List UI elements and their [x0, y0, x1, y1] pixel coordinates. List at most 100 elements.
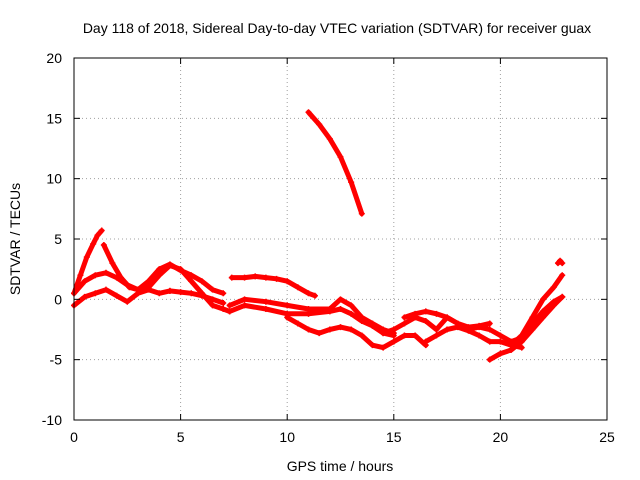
data-point: [113, 274, 120, 281]
data-point: [102, 286, 109, 293]
data-point: [401, 314, 408, 321]
data-point: [412, 332, 419, 339]
data-point: [92, 272, 99, 279]
data-point: [305, 310, 312, 317]
data-point: [316, 121, 323, 128]
y-tick-label: 20: [46, 50, 62, 66]
y-tick-label: -10: [42, 412, 62, 428]
series-arc-1: [71, 227, 105, 297]
data-point: [444, 314, 451, 321]
y-axis-label: SDTVAR / TECUs: [7, 183, 23, 295]
data-point: [90, 240, 97, 247]
data-point: [433, 332, 440, 339]
data-point: [92, 290, 99, 297]
data-point: [188, 278, 195, 285]
data-point: [380, 344, 387, 351]
data-point: [348, 302, 355, 309]
series-arc-15: [508, 272, 566, 349]
series-trace: [423, 324, 525, 351]
x-tick-label: 0: [70, 429, 78, 445]
data-point: [476, 322, 483, 329]
x-tick-label: 5: [177, 429, 185, 445]
data-point: [348, 310, 355, 317]
data-point: [326, 135, 333, 142]
data-point: [156, 266, 163, 273]
data-point: [465, 327, 472, 334]
data-point: [433, 310, 440, 317]
data-point: [337, 324, 344, 331]
x-tick-label: 20: [493, 429, 509, 445]
data-point: [177, 266, 184, 273]
y-tick-label: 15: [46, 110, 62, 126]
data-point: [476, 332, 483, 339]
data-point: [241, 296, 248, 303]
data-point: [156, 290, 163, 297]
data-point: [226, 308, 233, 315]
data-point: [311, 292, 318, 299]
data-point: [422, 338, 429, 345]
data-point: [422, 318, 429, 325]
data-point: [209, 302, 216, 309]
data-point: [348, 326, 355, 333]
plot-frame: [73, 57, 608, 421]
series-arc-6: [228, 273, 318, 299]
series-arc-12: [401, 308, 493, 331]
data-point: [486, 326, 493, 333]
series-trace: [306, 109, 365, 217]
data-point: [262, 274, 269, 281]
data-point: [433, 326, 440, 333]
data-point: [220, 299, 227, 306]
data-point: [337, 296, 344, 303]
data-point: [77, 272, 84, 279]
data-point: [559, 260, 566, 267]
data-point: [550, 298, 557, 305]
data-point: [294, 320, 301, 327]
data-point: [226, 302, 233, 309]
data-point: [337, 153, 344, 160]
x-axis-label: GPS time / hours: [287, 458, 394, 474]
y-tick-label: 0: [54, 291, 62, 307]
data-point: [198, 292, 205, 299]
data-point: [166, 287, 173, 294]
data-point: [550, 284, 557, 291]
series-trace: [227, 302, 397, 338]
chart-title: Day 118 of 2018, Sidereal Day-to-day VTE…: [83, 20, 591, 36]
data-point: [369, 322, 376, 329]
data-point: [380, 330, 387, 337]
x-tick-label: 10: [279, 429, 295, 445]
data-point: [102, 269, 109, 276]
data-point: [337, 305, 344, 312]
data-point: [540, 296, 547, 303]
data-point: [486, 320, 493, 327]
data-point: [228, 274, 235, 281]
data-point: [529, 320, 536, 327]
data-point: [412, 310, 419, 317]
data-point: [98, 227, 105, 234]
data-point: [81, 293, 88, 300]
data-point: [540, 314, 547, 321]
data-point: [401, 320, 408, 327]
series-arc-9: [305, 109, 365, 217]
y-tick-label: -5: [50, 352, 63, 368]
data-point: [124, 281, 131, 288]
data-point: [209, 286, 216, 293]
data-point: [252, 273, 259, 280]
data-point: [326, 326, 333, 333]
data-point: [177, 289, 184, 296]
data-point: [508, 342, 515, 349]
data-point: [156, 272, 163, 279]
data-point: [198, 278, 205, 285]
series-trace: [508, 272, 565, 348]
data-point: [540, 308, 547, 315]
data-point: [188, 290, 195, 297]
data-point: [497, 338, 504, 345]
data-point: [454, 324, 461, 331]
data-point: [294, 284, 301, 291]
data-point: [81, 278, 88, 285]
data-point: [305, 290, 312, 297]
x-tick-label: 25: [599, 429, 615, 445]
data-point: [358, 318, 365, 325]
data-point: [559, 272, 566, 279]
data-point: [113, 292, 120, 299]
data-point: [559, 293, 566, 300]
